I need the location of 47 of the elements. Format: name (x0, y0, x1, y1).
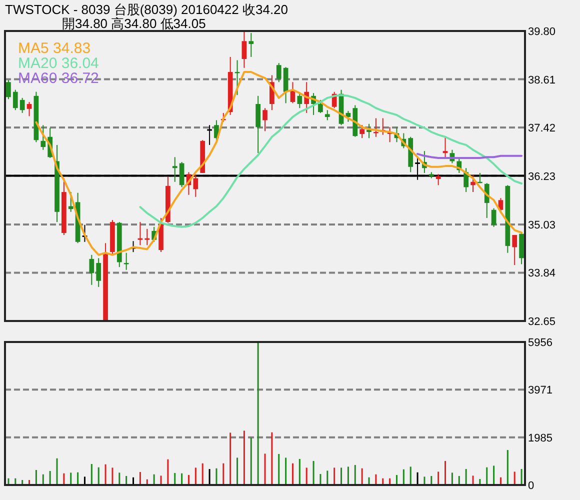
candlestick (68, 192, 74, 212)
y-tick-label: 33.84 (528, 268, 556, 280)
candlestick (89, 254, 94, 286)
candlestick (206, 124, 213, 146)
candlestick (276, 62, 282, 83)
candlestick (193, 174, 198, 198)
y-tick-label: 36.23 (528, 170, 556, 183)
candlestick (442, 136, 448, 158)
candlestick (26, 101, 32, 117)
candlestick (256, 95, 260, 154)
text: MA20 36.04 (18, 55, 99, 72)
candlestick (12, 89, 18, 111)
y-tick-label: 5956 (528, 337, 552, 349)
candlestick (242, 30, 247, 68)
candlestick (20, 97, 25, 114)
line-series (139, 94, 523, 228)
y-tick-label: 3971 (528, 384, 552, 397)
y-tick-label: 38.61 (528, 74, 556, 86)
candlestick (324, 110, 330, 121)
candlestick (464, 168, 468, 193)
candlestick (491, 208, 496, 228)
candlestick (360, 124, 364, 139)
candlestick (6, 80, 11, 100)
candlestick (179, 162, 184, 188)
chart-title: TWSTOCK - 8039 台股(8039) 20160422 收34.20 (5, 2, 288, 17)
y-tick-label: 39.80 (528, 26, 556, 38)
candlestick (137, 222, 144, 246)
candlestick (144, 228, 150, 246)
text: MA5 34.83 (18, 40, 91, 57)
y-tick-label: 1985 (528, 432, 552, 444)
candlestick (262, 108, 268, 132)
chart-subtitle: 開34.80 高34.80 低34.05 (62, 16, 206, 31)
y-tick-label: 37.42 (528, 122, 556, 135)
candlestick (248, 32, 254, 58)
candlestick (436, 174, 441, 186)
y-tick-label: 0 (528, 480, 534, 492)
candlestick (512, 234, 518, 266)
candlestick (40, 124, 46, 150)
candlestick (96, 258, 102, 288)
y-tick-label: 32.65 (528, 316, 556, 328)
candlestick (318, 99, 323, 114)
candlestick (470, 174, 476, 193)
candlestick (297, 92, 302, 109)
candlestick (290, 82, 296, 104)
candlestick (172, 156, 178, 182)
candlestick (366, 123, 372, 139)
y-tick-label: 35.03 (528, 219, 556, 232)
